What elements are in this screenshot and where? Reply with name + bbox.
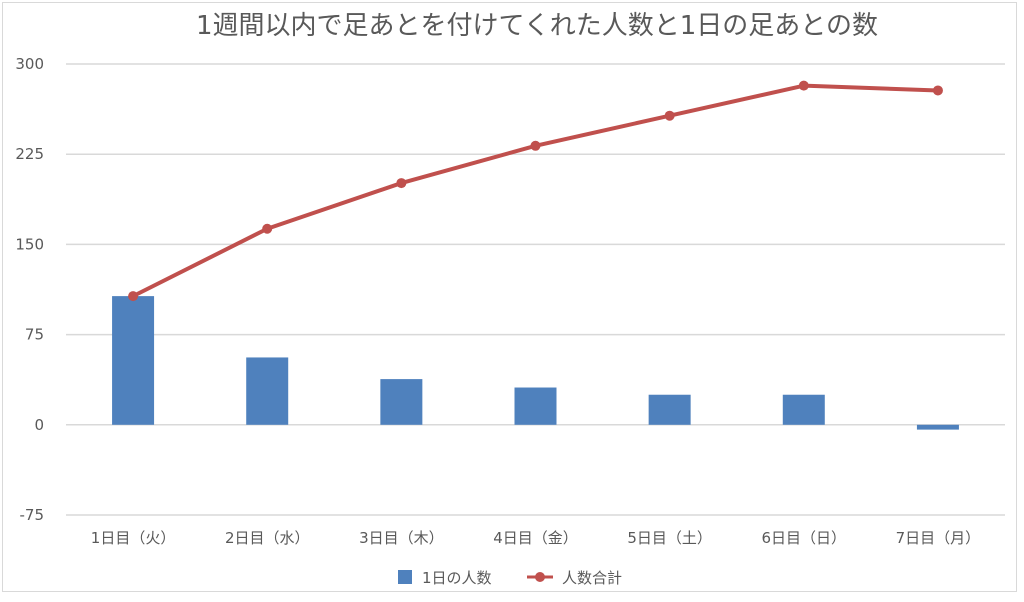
y-tick-label: 0 [34, 416, 44, 434]
x-axis-ticks: 1日目（火） 2日目（水） 3日目（木） 4日目（金） 5日目（土） 6日目（日） 7日目（… [91, 529, 980, 547]
y-tick-label: 225 [15, 145, 44, 163]
chart-title: 1週間以内で足あとを付けてくれた人数と1日の足あとの数 [196, 11, 878, 41]
legend-label-bar: 1日の人数 [422, 569, 492, 587]
bar [782, 394, 825, 425]
line-point [396, 178, 407, 189]
x-tick-label: 7日目（月） [896, 529, 981, 547]
x-tick-label: 5日目（土） [627, 529, 712, 547]
x-tick-label: 3日目（木） [359, 529, 444, 547]
y-tick-label: 300 [15, 55, 44, 73]
line-point [262, 223, 273, 234]
bar [246, 357, 289, 425]
line-point [664, 110, 675, 121]
y-axis-ticks: 300 225 150 75 0 -75 [15, 55, 44, 524]
bar [916, 424, 959, 430]
chart-frame [2, 2, 1017, 592]
legend: 1日の人数 人数合計 [398, 569, 622, 587]
gridlines [66, 63, 1005, 516]
line-point [128, 291, 139, 302]
x-tick-label: 4日目（金） [493, 529, 578, 547]
line-point [798, 80, 809, 91]
bar [112, 296, 155, 425]
x-tick-label: 6日目（日） [762, 529, 847, 547]
legend-label-line: 人数合計 [562, 569, 622, 587]
line-series [128, 80, 943, 302]
y-tick-label: 150 [15, 235, 44, 253]
bar [648, 394, 691, 425]
bar-series [112, 296, 959, 430]
line-point [932, 85, 943, 96]
x-tick-label: 2日目（水） [225, 529, 310, 547]
line-point [530, 140, 541, 151]
y-tick-label: 75 [25, 326, 44, 344]
series-line [132, 83, 939, 298]
y-tick-label: -75 [20, 506, 45, 524]
bar [380, 379, 423, 425]
bar [514, 387, 557, 425]
legend-swatch-marker [535, 572, 545, 582]
legend-swatch-bar [398, 570, 412, 584]
x-tick-label: 1日目（火） [91, 529, 176, 547]
